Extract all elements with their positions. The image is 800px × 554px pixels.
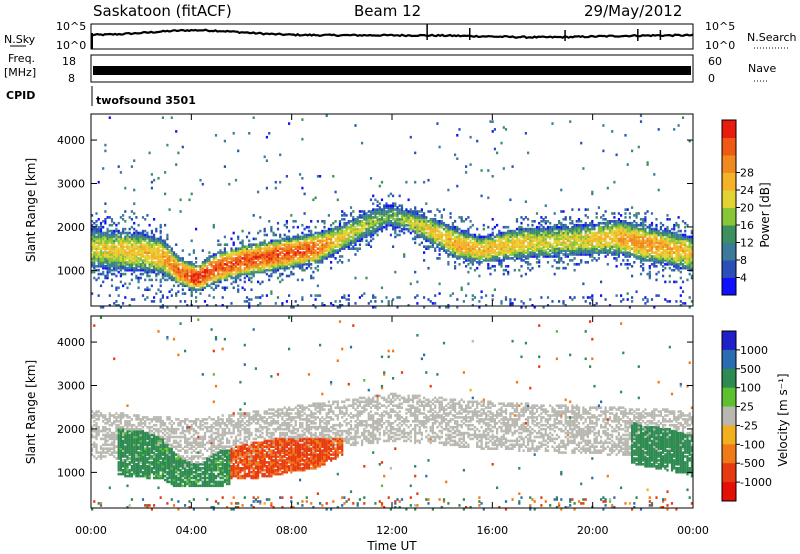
date-title: 29/May/2012 <box>584 2 682 20</box>
beam-title: Beam 12 <box>354 2 421 20</box>
velocity-colorbar-label: Velocity [m s⁻¹] <box>776 373 790 466</box>
nsearch-label: N.Search <box>747 31 797 44</box>
colorbar-swatch <box>722 331 736 351</box>
nsky-label: N.Sky <box>4 33 36 46</box>
colorbar-swatch <box>722 172 736 191</box>
colorbar-tick-label: 100 <box>740 382 761 395</box>
colorbar-swatch <box>722 463 736 483</box>
xtick-label: 20:00 <box>577 524 609 537</box>
colorbar-tick-label: 28 <box>740 167 754 180</box>
power-heatmap <box>91 114 693 309</box>
xtick-label: 00:00 <box>677 524 709 537</box>
colorbar-swatch <box>722 225 736 243</box>
colorbar-swatch <box>722 425 736 445</box>
colorbar-tick-label: -100 <box>740 438 765 451</box>
velocity-colorbar: 1000 500 100 25 -25 -100 -500 -1000 <box>721 330 772 502</box>
xtick-label: 04:00 <box>175 524 207 537</box>
ytick-label: 4000 <box>57 336 85 349</box>
colorbar-swatch <box>722 260 736 278</box>
freq-label: Freq. <box>8 52 35 65</box>
nsearch-tick-top: 10^5 <box>705 20 735 33</box>
nsky-spikes <box>91 24 662 49</box>
power-colorbar: 4 8 12 16 20 24 28 <box>721 119 754 296</box>
freq-unit: [MHz] <box>4 66 36 79</box>
ytick-label: 3000 <box>57 178 85 191</box>
colorbar-tick-label: 4 <box>740 272 747 285</box>
colorbar-tick-label: 20 <box>740 202 754 215</box>
ytick-label: 1000 <box>57 264 85 277</box>
colorbar-swatch <box>722 406 736 426</box>
velocity-axes: 1000 2000 3000 4000 <box>57 336 693 479</box>
freq-panel <box>90 54 694 83</box>
colorbar-swatch <box>722 444 736 464</box>
colorbar-tick-label: 24 <box>740 184 754 197</box>
ytick-label: 2000 <box>57 423 85 436</box>
ytick-label: 4000 <box>57 134 85 147</box>
freq-tick-bottom: 8 <box>68 72 75 85</box>
colorbar-tick-label: -1000 <box>740 476 772 489</box>
colorbar-tick-label: 12 <box>740 237 754 250</box>
nsky-tick-bottom: 10^0 <box>56 39 86 52</box>
colorbar-swatch <box>722 155 736 173</box>
colorbar-swatch <box>722 120 736 138</box>
colorbar-swatch <box>722 349 736 370</box>
velocity-ylabel: Slant Range [km] <box>24 360 38 464</box>
nsky-trace <box>90 28 694 40</box>
ytick-label: 1000 <box>57 466 85 479</box>
colorbar-swatch <box>722 368 736 389</box>
colorbar-swatch <box>722 387 736 408</box>
colorbar-tick-label: 16 <box>740 219 754 232</box>
freq-band <box>93 66 691 75</box>
cpid-value: twofsound 3501 <box>96 94 196 107</box>
colorbar-tick-label: 500 <box>740 363 761 376</box>
time-axis-ticks: 00:00 04:00 08:00 12:00 16:00 20:00 00:00 <box>75 114 709 537</box>
colorbar-swatch <box>722 190 736 208</box>
cpid-label: CPID <box>6 89 35 102</box>
power-ylabel: Slant Range [km] <box>24 158 38 262</box>
xtick-label: 08:00 <box>276 524 308 537</box>
power-axes: 1000 2000 3000 4000 <box>57 134 693 277</box>
power-colorbar-label: Power [dB] <box>758 182 772 247</box>
colorbar-swatch <box>722 482 736 502</box>
colorbar-tick-label: 25 <box>740 401 754 414</box>
colorbar-tick-label: -25 <box>740 419 758 432</box>
nsky-tick-top: 10^5 <box>56 20 86 33</box>
colorbar-tick-label: 1000 <box>740 344 768 357</box>
station-title: Saskatoon (fitACF) <box>93 2 232 20</box>
colorbar-swatch <box>722 207 736 226</box>
time-xlabel: Time UT <box>366 539 417 553</box>
ytick-label: 2000 <box>57 221 85 234</box>
freq-tick-top: 18 <box>62 55 76 68</box>
velocity-heatmap <box>91 316 693 511</box>
colorbar-swatch <box>722 242 736 261</box>
nave-label: Nave <box>748 62 776 75</box>
xtick-label: 12:00 <box>376 524 408 537</box>
colorbar-swatch <box>722 137 736 156</box>
nave-tick-top: 60 <box>708 55 722 68</box>
xtick-label: 00:00 <box>75 524 107 537</box>
colorbar-swatch <box>722 277 736 296</box>
nsearch-tick-bottom: 10^0 <box>705 39 735 52</box>
colorbar-tick-label: 8 <box>740 254 747 267</box>
xtick-label: 16:00 <box>476 524 508 537</box>
nave-tick-bottom: 0 <box>708 72 715 85</box>
ytick-label: 3000 <box>57 380 85 393</box>
nsky-panel <box>90 23 694 50</box>
colorbar-tick-label: -500 <box>740 457 765 470</box>
